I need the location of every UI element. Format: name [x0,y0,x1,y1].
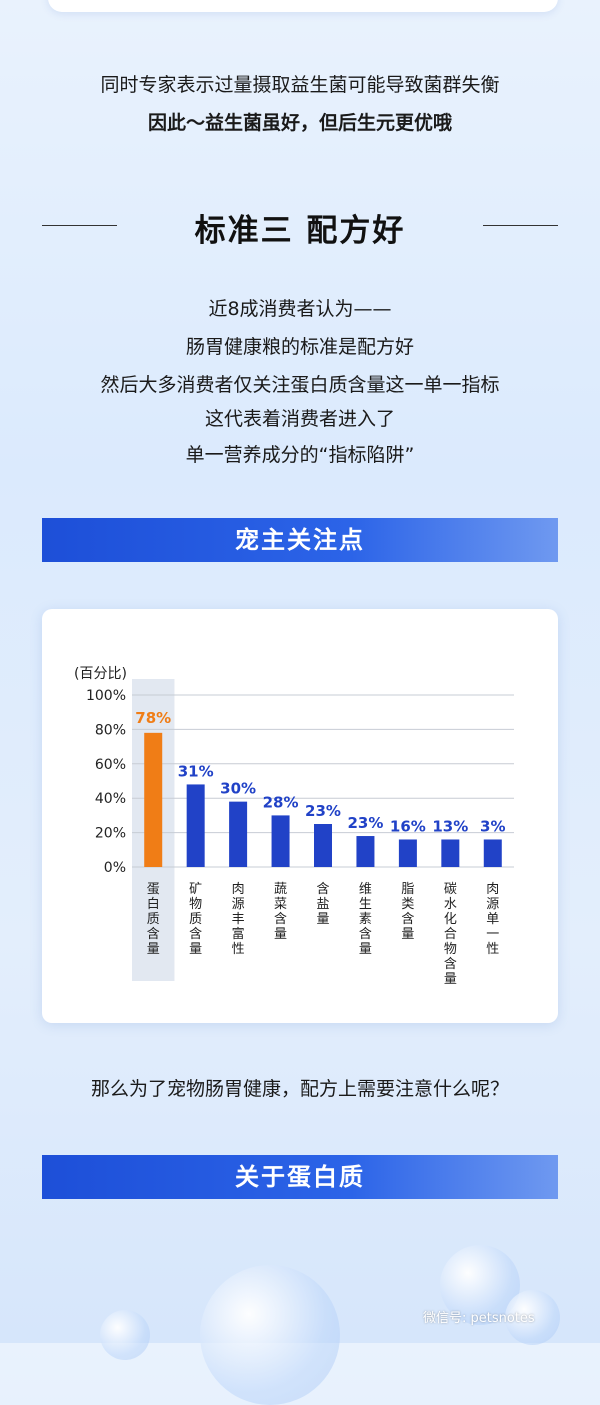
category-label: 维生素含量 [359,882,372,957]
y-tick-label: 100% [86,688,126,704]
category-label: 肉源丰富性 [232,882,245,957]
category-label: 肉源单一性 [486,882,499,957]
question-text: 那么为了宠物肠胃健康，配方上需要注意什么呢？ [90,1078,509,1100]
category-label: 蔬菜含量 [274,882,287,942]
chart-card: (百分比) 100% 80% 60% 40% 20% 0% 78% 蛋白质含量 31% 矿物质含量… [42,609,558,1023]
y-tick-label: 60% [95,757,126,773]
bar [186,784,205,867]
data-label: 28% [263,793,299,811]
data-label: 23% [347,814,383,832]
banner-owner-focus: 宠主关注点 [42,518,558,562]
title-rule-right [483,225,558,226]
bar-chart: 100% 80% 60% 40% 20% 0% 78% 蛋白质含量 31% 矿物质含量 30% 肉源丰… [86,679,514,987]
paragraph-line-3: 然后大多消费者仅关注蛋白质含量这一单一指标 [100,374,500,396]
decorative-bubble-left [200,1265,340,1405]
top-card [48,0,558,12]
data-label: 78% [135,709,171,727]
data-label: 30% [220,780,256,798]
data-label: 16% [390,817,426,835]
bar [398,839,417,867]
data-label: 31% [178,762,214,780]
banner-about-protein: 关于蛋白质 [42,1155,558,1199]
intro-line-2-text: 因此～益生菌虽好，但后生元更优哦 [147,112,452,134]
bar [314,824,332,867]
category-label: 蛋白质含量 [147,882,160,957]
bar [483,839,502,867]
paragraph-line-1: 近8成消费者认为—— [208,298,392,320]
y-tick-label: 40% [95,791,126,807]
bar [356,836,375,867]
category-label: 脂类含量 [401,882,414,942]
category-label: 碳水化合物含量 [444,882,457,987]
bar [144,732,163,867]
chart-unit-label: (百分比) [74,666,127,682]
bar [271,815,290,867]
intro-line-1: 同时专家表示过量摄取益生菌可能导致菌群失衡 [100,74,500,96]
category-label: 矿物质含量 [189,882,202,957]
data-label: 13% [432,817,468,835]
bar [229,801,248,867]
y-tick-label: 20% [95,826,126,842]
decorative-bubble-small [100,1310,150,1360]
data-label: 23% [305,802,341,820]
watermark: 微信号: petsnotes [423,1311,535,1326]
y-tick-label: 0% [104,860,126,876]
intro-line-2: 因此～益生菌虽好，但后生元更优哦 [0,108,600,135]
data-label: 3% [480,817,505,835]
category-label: 含盐量 [316,881,329,927]
paragraph-line-4: 这代表着消费者进入了 [204,408,395,430]
paragraph-line-5: 单一营养成分的“指标陷阱” [185,444,415,466]
section-title: 标准三 配方好 [194,213,406,249]
bar [441,839,460,867]
title-rule-left [42,225,117,226]
decorative-bubble-right-2 [505,1290,560,1345]
paragraph-line-2: 肠胃健康粮的标准是配方好 [185,336,414,358]
y-tick-label: 80% [95,722,126,738]
